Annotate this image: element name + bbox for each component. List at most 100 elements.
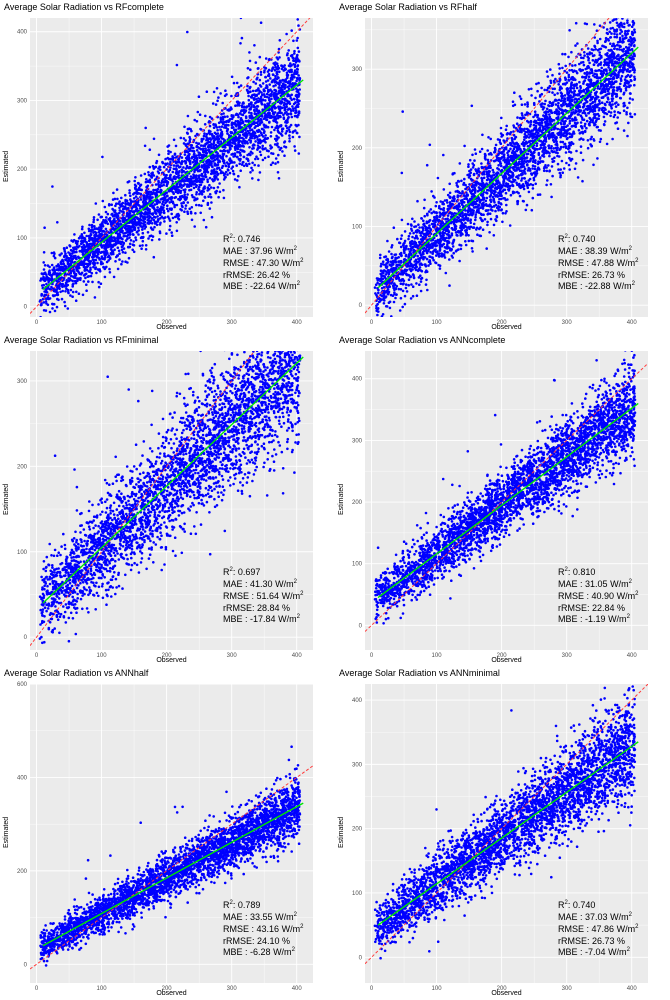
data-point — [85, 289, 88, 293]
data-point — [128, 191, 131, 195]
data-point — [226, 173, 229, 176]
x-tick-label: 200 — [497, 320, 508, 326]
data-point — [583, 122, 587, 126]
data-point — [234, 144, 238, 147]
data-point — [267, 155, 270, 158]
data-point — [273, 128, 276, 132]
data-point — [256, 76, 259, 80]
data-point — [189, 178, 193, 181]
data-point — [208, 207, 212, 210]
data-point — [186, 174, 189, 178]
data-point — [222, 178, 226, 181]
data-point — [162, 203, 166, 207]
data-point — [60, 252, 63, 255]
data-point — [295, 39, 299, 42]
data-point — [295, 131, 299, 135]
data-point — [411, 235, 414, 239]
data-point — [146, 213, 149, 216]
data-point — [213, 138, 217, 141]
data-point — [288, 140, 291, 143]
data-point — [219, 156, 222, 159]
data-point — [232, 172, 235, 176]
data-point — [530, 87, 533, 91]
data-point — [546, 120, 549, 123]
data-point — [178, 184, 182, 188]
data-point — [230, 123, 234, 127]
data-point — [105, 249, 108, 253]
data-point — [261, 98, 265, 102]
data-point — [186, 30, 189, 34]
data-point — [512, 147, 516, 151]
data-point — [384, 270, 388, 273]
data-point — [105, 241, 109, 244]
data-point — [93, 225, 96, 228]
data-point — [279, 146, 283, 150]
data-point — [101, 224, 105, 228]
data-point — [149, 195, 152, 198]
data-point — [190, 182, 194, 186]
data-point — [211, 102, 215, 105]
data-point — [203, 196, 207, 199]
data-point — [212, 153, 215, 156]
data-point — [142, 196, 146, 200]
data-point — [154, 212, 158, 215]
data-point — [237, 141, 241, 144]
data-point — [186, 142, 189, 146]
data-point — [103, 267, 107, 271]
data-point — [233, 128, 236, 132]
data-point — [195, 120, 199, 123]
data-point — [591, 110, 595, 113]
data-point — [256, 144, 260, 147]
data-point — [252, 130, 255, 133]
data-point — [182, 166, 185, 169]
data-point — [551, 91, 554, 94]
data-point — [48, 318, 51, 321]
data-point — [175, 170, 178, 173]
data-point — [250, 105, 253, 109]
data-point — [251, 89, 255, 93]
data-point — [118, 206, 121, 210]
data-point — [254, 140, 257, 143]
data-point — [153, 222, 157, 225]
data-point — [425, 278, 428, 282]
data-point — [426, 229, 430, 233]
data-point — [102, 251, 106, 254]
data-point — [190, 146, 193, 149]
data-point — [197, 180, 200, 183]
data-point — [198, 156, 201, 159]
data-point — [171, 157, 175, 161]
data-point — [275, 70, 279, 74]
data-point — [277, 153, 280, 157]
data-point — [555, 148, 559, 152]
data-point — [225, 120, 228, 124]
data-point — [472, 172, 476, 176]
data-point — [90, 271, 94, 275]
data-point — [147, 171, 150, 174]
data-point — [166, 204, 169, 207]
data-point — [94, 202, 98, 205]
data-point — [155, 192, 158, 195]
data-point — [203, 132, 206, 135]
data-point — [290, 74, 294, 78]
data-point — [137, 223, 140, 226]
data-point — [74, 257, 78, 261]
data-point — [257, 100, 260, 103]
data-point — [173, 204, 176, 207]
data-point — [235, 164, 238, 167]
data-point — [85, 283, 88, 287]
data-point — [231, 169, 235, 173]
data-point — [244, 115, 248, 118]
data-point — [83, 266, 87, 270]
data-point — [192, 174, 196, 178]
data-point — [68, 253, 72, 256]
data-point — [107, 259, 110, 262]
data-point — [162, 211, 166, 214]
data-point — [106, 222, 110, 226]
data-point — [273, 137, 277, 141]
data-point — [297, 123, 300, 127]
data-point — [618, 96, 622, 100]
data-point — [191, 149, 194, 153]
data-point — [557, 155, 561, 158]
data-point — [133, 179, 136, 183]
data-point — [83, 237, 87, 241]
